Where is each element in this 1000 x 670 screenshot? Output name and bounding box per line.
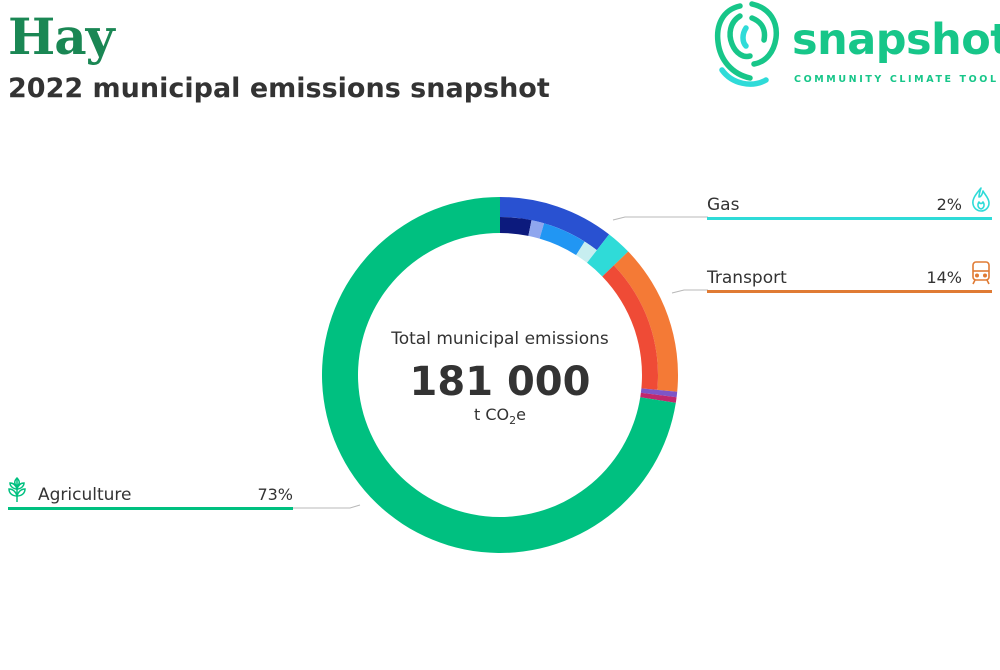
total-emissions-value: 181 000 <box>410 359 591 405</box>
logo-wordmark: snapshot <box>792 15 1000 65</box>
page-title: Hay <box>8 7 115 66</box>
slice-waste[interactable] <box>640 388 678 398</box>
sprout-icon <box>8 476 26 502</box>
snapshot-logo[interactable]: snapshot COMMUNITY CLIMATE TOOL <box>712 0 1000 90</box>
subslice-transport-1[interactable] <box>602 265 658 390</box>
page-subtitle: 2022 municipal emissions snapshot <box>8 73 550 104</box>
gas-leader-line <box>612 216 708 221</box>
subslice-electricity-1[interactable] <box>500 217 532 236</box>
transport-label: Transport <box>706 268 787 288</box>
transport-underline <box>707 290 992 293</box>
agriculture-label: Agriculture <box>38 485 132 505</box>
total-emissions-unit: t CO2e <box>474 405 526 427</box>
slice-electricity[interactable] <box>500 197 610 251</box>
flame-icon <box>972 187 990 212</box>
slice-industrial[interactable] <box>640 392 677 403</box>
gas-label: Gas <box>707 195 740 215</box>
subslice-electricity-2[interactable] <box>528 220 545 239</box>
subslice-electricity-3[interactable] <box>539 223 585 256</box>
legend-agriculture: Agriculture 73% <box>8 476 293 510</box>
gas-underline <box>707 217 992 220</box>
unit-subscript: 2 <box>509 414 516 427</box>
unit-suffix: e <box>516 405 526 424</box>
unit-prefix: t CO <box>474 405 509 424</box>
agriculture-percent: 73% <box>257 485 293 504</box>
snapshot-swirl-icon <box>714 1 780 87</box>
center-label: Total municipal emissions <box>390 329 609 349</box>
legend-transport: Transport 14% <box>706 261 992 293</box>
slice-transport[interactable] <box>613 251 678 392</box>
agriculture-underline <box>8 507 293 510</box>
donut-center: Total municipal emissions 181 000 t CO2e <box>390 329 609 427</box>
slice-gas[interactable] <box>587 234 629 277</box>
agriculture-leader-line <box>293 504 361 509</box>
gas-percent: 2% <box>937 195 962 214</box>
legend-gas: Gas 2% <box>707 187 992 220</box>
train-icon <box>972 261 990 285</box>
donut-ring <box>322 197 678 553</box>
transport-percent: 14% <box>926 268 962 287</box>
transport-leader-line <box>671 289 708 294</box>
subslice-electricity-4[interactable] <box>576 241 597 263</box>
logo-tagline: COMMUNITY CLIMATE TOOL <box>794 74 999 85</box>
